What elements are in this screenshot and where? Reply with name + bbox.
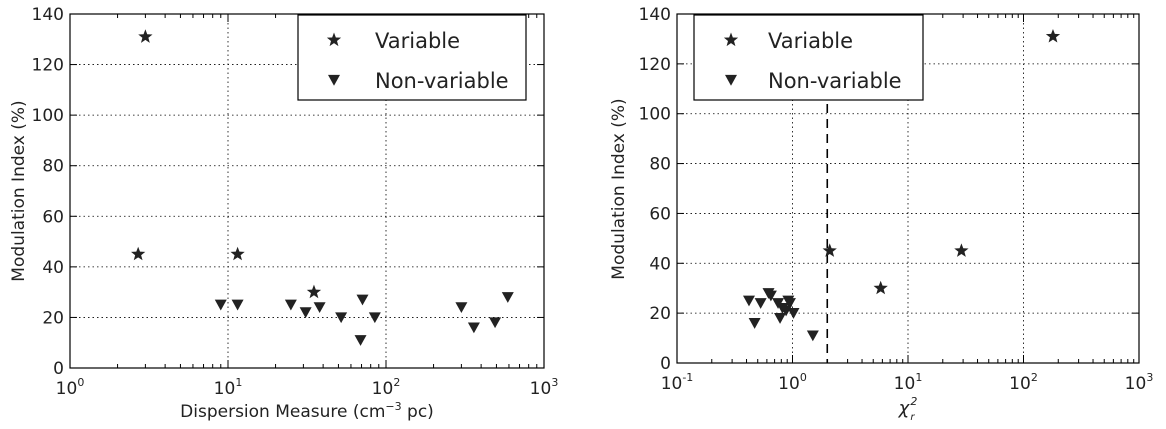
right-markers	[742, 28, 1061, 342]
right-y-tick-label: 120	[639, 55, 671, 75]
right-nonvariable-point	[774, 313, 787, 324]
right-legend: Variable Non-variable	[693, 14, 924, 101]
left-y-tick-labels: 0 20 40 60 80 100 120 140	[32, 5, 64, 379]
triangle-down-icon	[725, 74, 737, 86]
left-y-tick-label: 120	[32, 56, 64, 76]
right-legend-nonvariable-marker	[725, 74, 737, 86]
left-x-axis-label: Dispersion Measure (cm−3 pc)	[180, 400, 434, 422]
right-variable-point	[873, 280, 888, 295]
right-y-tick-label: 80	[649, 155, 671, 175]
left-nonvariable-point	[354, 335, 367, 346]
left-legend-variable-label: Variable	[375, 29, 460, 53]
left-markers	[131, 29, 514, 346]
right-y-tick-label: 40	[649, 254, 671, 274]
left-nonvariable-point	[467, 322, 480, 334]
right-legend-nonvariable-label: Non-variable	[768, 69, 902, 93]
left-y-tick-label: 80	[42, 157, 64, 177]
right-x-tick-labels: 10-1 100 101 102 103	[661, 371, 1154, 394]
triangle-down-icon	[328, 74, 340, 86]
star-icon	[723, 32, 739, 47]
left-x-tick-label: 101	[214, 376, 243, 399]
left-plot-frame	[69, 13, 545, 369]
right-nonvariable-point	[764, 290, 777, 302]
right-nonvariable-point	[742, 295, 755, 307]
left-y-axis-label: Modulation Index (%)	[9, 100, 29, 281]
right-x-tick-label: 102	[1009, 371, 1038, 394]
right-y-tick-label: 60	[649, 204, 671, 224]
left-variable-point	[138, 29, 153, 43]
right-legend-variable-label: Variable	[768, 29, 853, 53]
left-nonvariable-point	[489, 317, 502, 329]
left-nonvariable-point	[455, 302, 468, 314]
left-nonvariable-point	[335, 312, 348, 324]
left-x-tick-labels: 100 101 102 103	[56, 376, 559, 399]
left-variable-point	[230, 246, 245, 261]
right-y-tick-label: 0	[660, 354, 671, 374]
right-variable-point	[1045, 28, 1061, 43]
left-nonvariable-point	[231, 299, 244, 311]
right-chart: 0 20 40 60 80 100 120 140 10-1 100 101 102 103 Modu…	[609, 5, 1153, 423]
left-legend-nonvariable-label: Non-variable	[375, 69, 509, 93]
left-y-tick-label: 40	[42, 258, 64, 278]
left-legend-variable-marker	[326, 32, 342, 47]
left-legend-box	[297, 14, 527, 101]
left-variable-point	[131, 246, 146, 261]
right-x-tick-label: 103	[1125, 371, 1154, 394]
right-nonvariable-point	[787, 308, 800, 319]
right-y-tick-label: 140	[639, 5, 671, 25]
star-icon	[326, 32, 342, 47]
left-y-tick-label: 0	[53, 359, 64, 379]
right-x-tick-label: 10-1	[661, 371, 694, 394]
left-y-tick-label: 140	[32, 5, 64, 25]
left-nonvariable-point	[284, 299, 297, 311]
left-nonvariable-point	[299, 307, 312, 319]
right-x-tick-label: 101	[894, 371, 923, 394]
right-variable-point	[954, 243, 969, 257]
right-nonvariable-point	[806, 330, 819, 342]
right-variable-point	[822, 243, 837, 257]
left-x-tick-label: 103	[530, 376, 559, 399]
left-nonvariable-point	[501, 292, 514, 303]
left-y-tick-label: 100	[32, 106, 64, 126]
left-legend-nonvariable-marker	[328, 74, 340, 86]
right-nonvariable-point	[754, 298, 767, 309]
left-nonvariable-point	[313, 302, 326, 314]
left-y-tick-label: 20	[42, 308, 64, 328]
right-y-tick-labels: 0 20 40 60 80 100 120 140	[639, 5, 671, 374]
right-nonvariable-point	[748, 318, 761, 329]
right-y-tick-label: 20	[649, 304, 671, 324]
left-variable-point	[306, 284, 322, 299]
left-x-tick-label: 102	[372, 376, 401, 399]
right-y-tick-label: 100	[639, 105, 671, 125]
left-nonvariable-point	[368, 312, 381, 324]
right-nonvariable-point	[783, 298, 796, 309]
right-legend-variable-marker	[723, 32, 739, 47]
right-x-tick-label: 100	[778, 371, 807, 394]
right-y-axis-label: Modulation Index (%)	[609, 98, 629, 279]
left-x-tick-label: 100	[56, 376, 85, 399]
left-nonvariable-point	[356, 294, 369, 306]
right-x-axis-label: χ2 r	[898, 395, 918, 423]
left-y-tick-label: 60	[42, 207, 64, 227]
left-chart: 0 20 40 60 80 100 120 140 100 101 102 103 Modulati…	[9, 5, 558, 422]
left-legend: Variable Non-variable	[297, 14, 527, 101]
right-legend-box	[693, 14, 924, 101]
left-nonvariable-point	[214, 299, 227, 311]
